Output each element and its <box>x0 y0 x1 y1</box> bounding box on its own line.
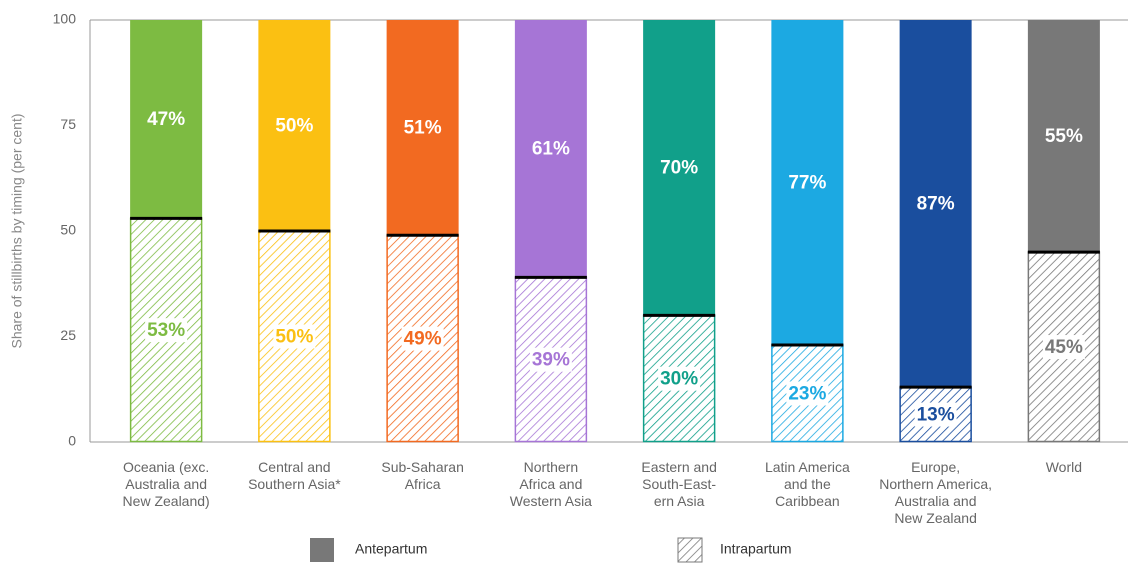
y-tick-label: 75 <box>60 116 76 132</box>
bar-segment <box>130 20 203 219</box>
bar-segment <box>899 20 972 388</box>
y-tick-label: 0 <box>68 433 76 449</box>
data-label: 50% <box>275 116 313 137</box>
x-tick-label: World <box>1046 459 1082 475</box>
data-label: 77% <box>788 172 826 193</box>
data-label: 49% <box>404 329 442 350</box>
bar-segment <box>643 20 716 316</box>
data-label: 30% <box>660 369 698 390</box>
bar-segment <box>258 20 331 231</box>
x-tick-label: Eastern and South-East-ern Asia <box>641 459 717 509</box>
label-background <box>401 326 444 351</box>
x-tick-label: Oceania (exc. Australia and New Zealand) <box>123 459 210 509</box>
label-background <box>786 381 829 406</box>
y-tick-label: 25 <box>60 327 76 343</box>
label-background <box>145 318 188 343</box>
legend-swatch <box>310 538 334 562</box>
data-label: 87% <box>917 194 955 215</box>
data-label: 47% <box>147 109 185 130</box>
x-tick-label: Sub-Saharan Africa <box>381 459 464 492</box>
label-background <box>914 402 957 427</box>
data-label: 23% <box>788 383 826 404</box>
data-label: 51% <box>404 118 442 139</box>
legend-swatch <box>677 537 703 563</box>
label-background <box>1042 335 1085 360</box>
data-label: 55% <box>1045 126 1083 147</box>
data-label: 61% <box>532 139 570 160</box>
legend-label: Intrapartum <box>720 541 792 557</box>
legend-label: Antepartum <box>355 541 427 557</box>
y-tick-label: 100 <box>53 11 77 27</box>
label-background <box>658 366 701 391</box>
data-label: 39% <box>532 350 570 371</box>
bar-segment <box>771 20 844 345</box>
data-label: 53% <box>147 320 185 341</box>
x-tick-label: Latin America and the Caribbean <box>765 459 850 509</box>
data-label: 70% <box>660 158 698 179</box>
y-tick-label: 50 <box>60 222 76 238</box>
bar-segment <box>1027 20 1100 253</box>
bar-segment <box>386 20 459 236</box>
y-axis-label: Share of stillbirths by timing (per cent… <box>9 114 25 349</box>
label-background <box>273 324 316 349</box>
data-label: 13% <box>917 405 955 426</box>
data-label: 50% <box>275 327 313 348</box>
x-tick-label: Central and Southern Asia* <box>248 459 341 492</box>
x-tick-label: Northern Africa and Western Asia <box>510 459 592 509</box>
label-background <box>529 347 572 372</box>
bar-segment <box>514 20 587 278</box>
x-tick-label: Europe, Northern America, Australia and New… <box>879 459 992 526</box>
data-label: 45% <box>1045 337 1083 358</box>
